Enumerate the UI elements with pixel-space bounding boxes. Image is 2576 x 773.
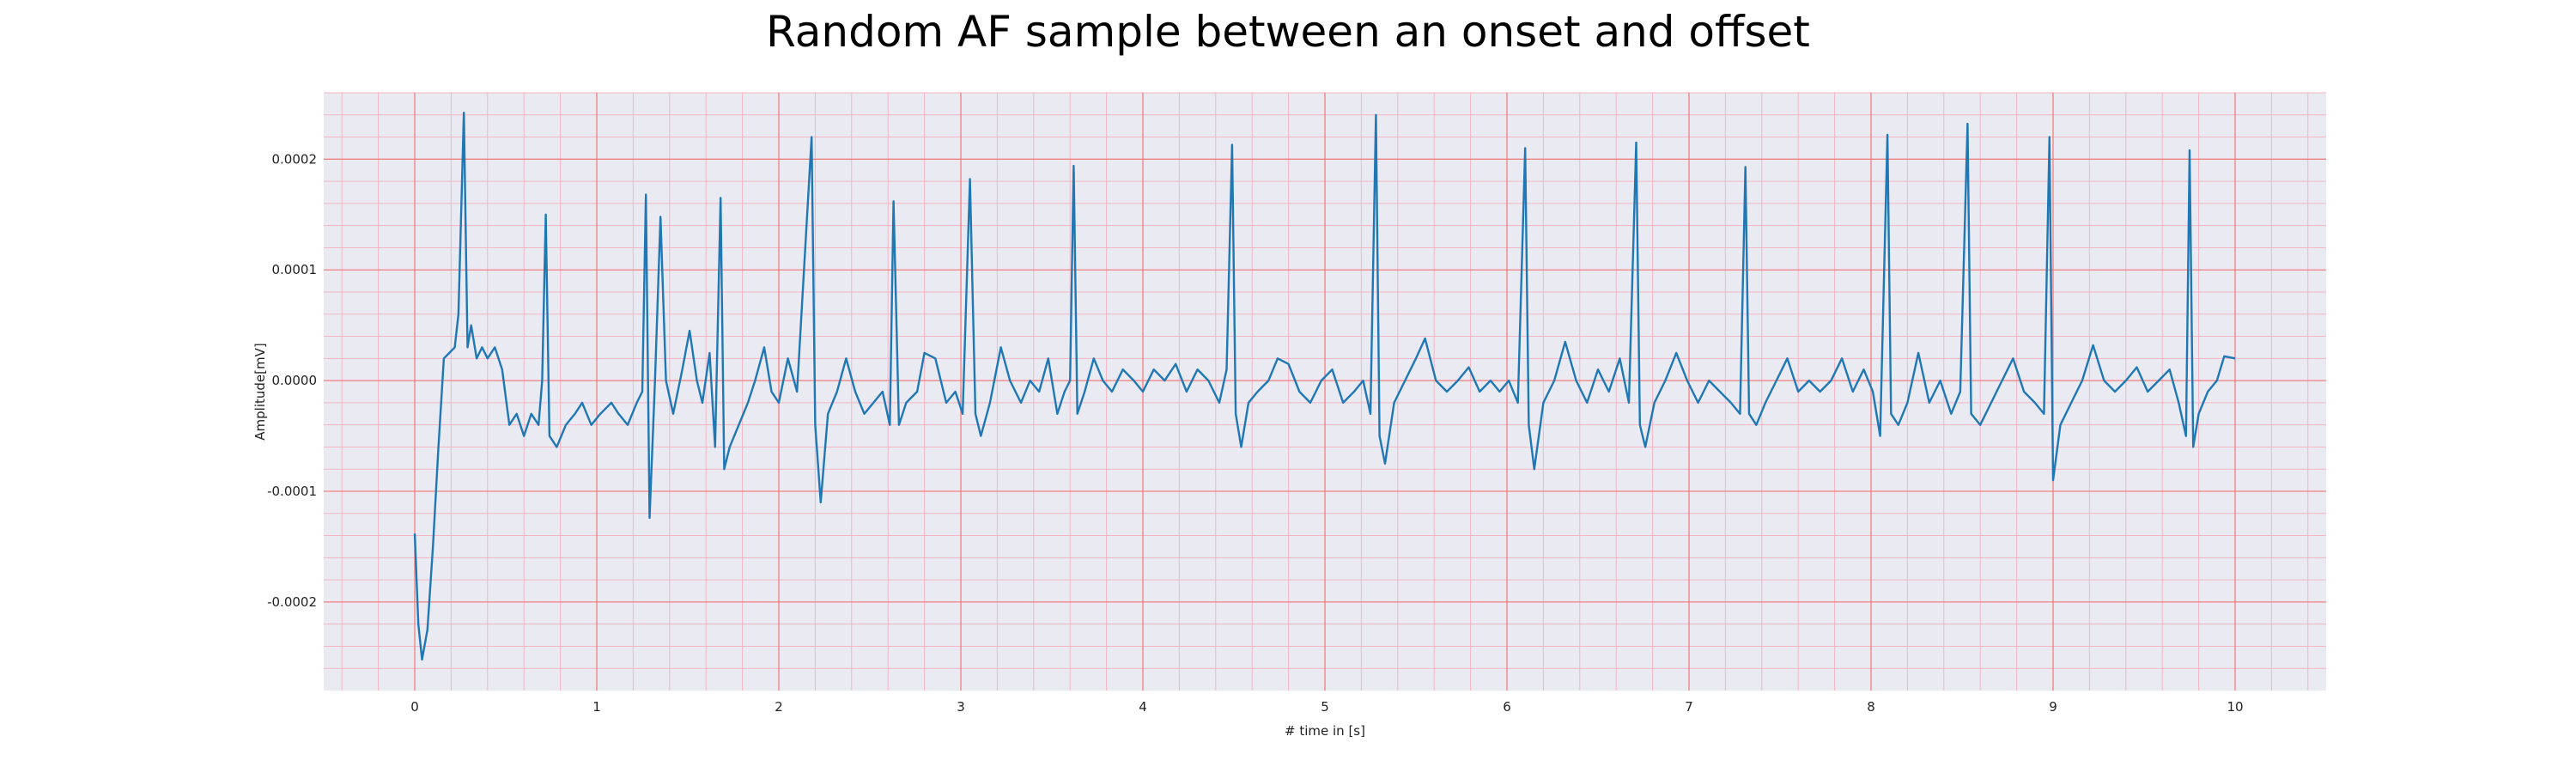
y-tick-label: -0.0001: [267, 484, 317, 499]
chart-title: Random AF sample between an onset and of…: [766, 7, 1810, 57]
x-tick-label: 1: [592, 699, 601, 715]
y-tick-label: -0.0002: [267, 594, 317, 610]
x-tick-label: 10: [2227, 699, 2243, 715]
series-line: [413, 112, 2236, 661]
y-tick-label: 0.0000: [272, 373, 318, 388]
y-tick-label: 0.0002: [272, 151, 318, 167]
x-tick-label: 2: [775, 699, 783, 715]
x-tick-label: 0: [410, 699, 419, 715]
x-tick-label: 6: [1503, 699, 1511, 715]
y-tick-labels: -0.0002 -0.0001 0.0000 0.0001 0.0002: [267, 151, 317, 610]
x-tick-labels: 0 1 2 3 4 5 6 7 8 9 10: [410, 699, 2243, 715]
y-axis-label: Amplitude[mV]: [252, 343, 268, 440]
major-grid: [324, 93, 2326, 691]
x-tick-label: 5: [1321, 699, 1329, 715]
x-tick-label: 3: [957, 699, 965, 715]
x-axis-label: # time in [s]: [1285, 723, 1365, 739]
y-tick-label: 0.0001: [272, 262, 318, 277]
x-tick-label: 9: [2049, 699, 2057, 715]
x-tick-label: 4: [1139, 699, 1147, 715]
x-tick-label: 7: [1685, 699, 1693, 715]
x-tick-label: 8: [1867, 699, 1875, 715]
